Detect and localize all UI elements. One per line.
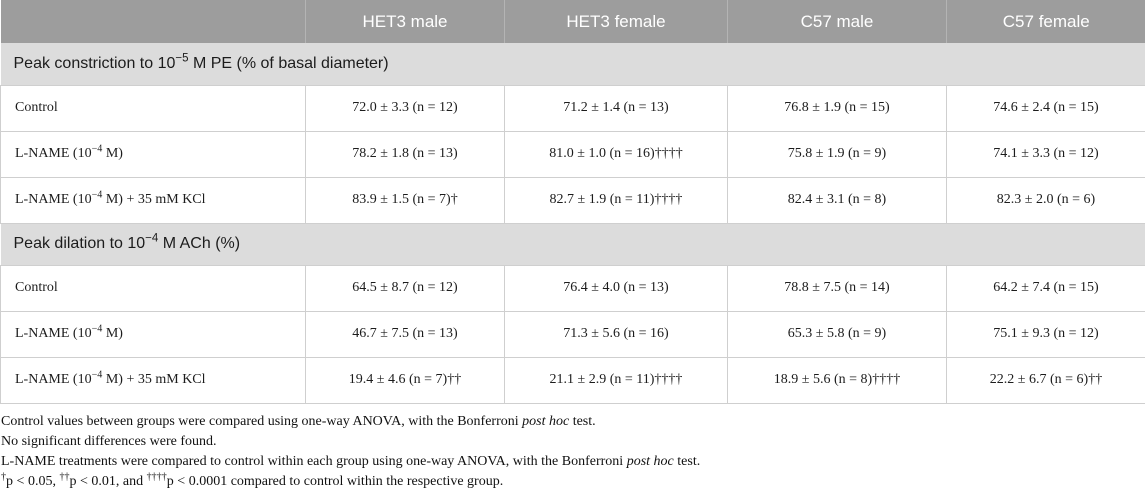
data-cell: 78.2 ± 1.8 (n = 13) <box>305 130 505 178</box>
table-row-constriction-lname: L-NAME (10−4 M) 78.2 ± 1.8 (n = 13) 81.0… <box>0 130 1145 178</box>
footnote-line: L-NAME treatments were compared to contr… <box>1 453 701 469</box>
table-row-dilation-control: Control 64.5 ± 8.7 (n = 12) 76.4 ± 4.0 (… <box>0 264 1145 312</box>
data-cell: 82.7 ± 1.9 (n = 11)†††† <box>504 176 728 224</box>
row-label: L-NAME (10−4 M) + 35 mM KCl <box>0 356 306 404</box>
data-cell: 64.5 ± 8.7 (n = 12) <box>305 264 505 312</box>
column-header-row: HET3 male HET3 female C57 male C57 femal… <box>0 0 1145 43</box>
data-cell: 22.2 ± 6.7 (n = 6)†† <box>946 356 1145 404</box>
data-cell: 64.2 ± 7.4 (n = 15) <box>946 264 1145 312</box>
data-cell: 76.4 ± 4.0 (n = 13) <box>504 264 728 312</box>
data-cell: 71.3 ± 5.6 (n = 16) <box>504 310 728 358</box>
data-cell: 46.7 ± 7.5 (n = 13) <box>305 310 505 358</box>
table-row-dilation-lname: L-NAME (10−4 M) 46.7 ± 7.5 (n = 13) 71.3… <box>0 310 1145 358</box>
row-label: Control <box>0 264 306 312</box>
data-cell: 74.1 ± 3.3 (n = 12) <box>946 130 1145 178</box>
data-cell: 19.4 ± 4.6 (n = 7)†† <box>305 356 505 404</box>
data-cell: 78.8 ± 7.5 (n = 14) <box>727 264 947 312</box>
data-cell: 75.8 ± 1.9 (n = 9) <box>727 130 947 178</box>
row-label: L-NAME (10−4 M) + 35 mM KCl <box>0 176 306 224</box>
section-header-dilation: Peak dilation to 10−4 M ACh (%) <box>0 223 1145 265</box>
row-label: L-NAME (10−4 M) <box>0 310 306 358</box>
footnote-line: †p < 0.05, ††p < 0.01, and ††††p < 0.000… <box>1 470 504 489</box>
data-cell: 74.6 ± 2.4 (n = 15) <box>946 84 1145 132</box>
data-cell: 82.3 ± 2.0 (n = 6) <box>946 176 1145 224</box>
data-cell: 71.2 ± 1.4 (n = 13) <box>504 84 728 132</box>
footnote-line: Control values between groups were compa… <box>1 413 596 429</box>
table-row-dilation-lname-kcl: L-NAME (10−4 M) + 35 mM KCl 19.4 ± 4.6 (… <box>0 356 1145 404</box>
section-title: Peak constriction to 10−5 M PE (% of bas… <box>0 43 1145 85</box>
column-header-het3-female: HET3 female <box>504 0 728 43</box>
corner-cell <box>0 0 306 43</box>
data-cell: 76.8 ± 1.9 (n = 15) <box>727 84 947 132</box>
data-cell: 18.9 ± 5.6 (n = 8)†††† <box>727 356 947 404</box>
data-cell: 21.1 ± 2.9 (n = 11)†††† <box>504 356 728 404</box>
column-header-het3-male: HET3 male <box>305 0 505 43</box>
data-cell: 75.1 ± 9.3 (n = 12) <box>946 310 1145 358</box>
table-row-constriction-lname-kcl: L-NAME (10−4 M) + 35 mM KCl 83.9 ± 1.5 (… <box>0 176 1145 224</box>
table-footnotes: Control values between groups were compa… <box>0 404 1145 492</box>
data-cell: 65.3 ± 5.8 (n = 9) <box>727 310 947 358</box>
data-cell: 72.0 ± 3.3 (n = 12) <box>305 84 505 132</box>
data-cell: 81.0 ± 1.0 (n = 16)†††† <box>504 130 728 178</box>
section-header-constriction: Peak constriction to 10−5 M PE (% of bas… <box>0 43 1145 85</box>
column-header-c57-female: C57 female <box>946 0 1145 43</box>
section-title: Peak dilation to 10−4 M ACh (%) <box>0 223 1145 265</box>
data-cell: 83.9 ± 1.5 (n = 7)† <box>305 176 505 224</box>
data-cell: 82.4 ± 3.1 (n = 8) <box>727 176 947 224</box>
footnote-line: No significant differences were found. <box>1 433 217 449</box>
row-label: L-NAME (10−4 M) <box>0 130 306 178</box>
table-row-constriction-control: Control 72.0 ± 3.3 (n = 12) 71.2 ± 1.4 (… <box>0 84 1145 132</box>
column-header-c57-male: C57 male <box>727 0 947 43</box>
results-table: HET3 male HET3 female C57 male C57 femal… <box>0 0 1145 404</box>
row-label: Control <box>0 84 306 132</box>
